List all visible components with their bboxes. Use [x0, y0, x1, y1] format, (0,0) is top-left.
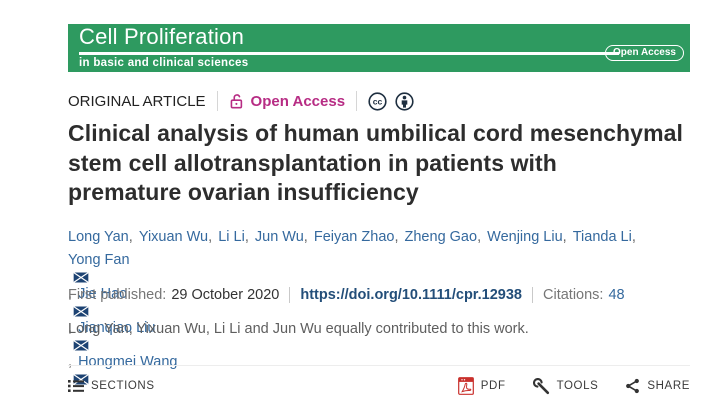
author-separator: ,	[631, 229, 636, 245]
author-separator: ,	[562, 229, 571, 245]
article-title-line: Clinical analysis of human umbilical cor…	[68, 120, 684, 146]
email-icon[interactable]	[73, 340, 89, 351]
pdf-button[interactable]: PDF	[457, 377, 506, 395]
banner-divider-rule	[79, 52, 619, 55]
citations-label: Citations:	[543, 287, 604, 303]
author-separator: ,	[394, 229, 403, 245]
doi-link[interactable]: https://doi.org/10.1111/cpr.12938	[300, 287, 522, 303]
license-icons: cc	[368, 91, 414, 111]
open-access-pill[interactable]: Open Access	[605, 45, 684, 61]
cc-by-attribution-icon[interactable]	[395, 91, 414, 111]
svg-text:cc: cc	[373, 96, 383, 106]
share-button[interactable]: SHARE	[625, 378, 690, 394]
article-title: Clinical analysis of human umbilical cor…	[68, 119, 688, 208]
divider	[532, 287, 533, 303]
divider	[356, 91, 358, 111]
tools-label: TOOLS	[556, 380, 599, 392]
author-link[interactable]: Li Li	[218, 229, 245, 245]
email-icon[interactable]	[73, 272, 89, 283]
author-link[interactable]: Jun Wu	[254, 229, 304, 245]
author-link[interactable]: Zheng Gao	[404, 229, 478, 245]
divider	[216, 91, 218, 111]
citations-count[interactable]: 48	[608, 287, 625, 303]
authors-list: Long Yan, Yixuan Wu, Li Li, Jun Wu, Feiy…	[68, 226, 688, 385]
author-link[interactable]: Long Yan	[68, 229, 129, 245]
toolbar-actions: PDF TOOLS SHARE	[457, 377, 690, 395]
article-toolbar: SECTIONS PDF TOOLS	[68, 365, 690, 395]
journal-subtitle: in basic and clinical sciences	[79, 57, 249, 69]
sections-button[interactable]: SECTIONS	[68, 379, 155, 393]
authors-line-1: Long Yan, Yixuan Wu, Li Li, Jun Wu, Feiy…	[68, 226, 688, 249]
open-lock-icon	[230, 94, 242, 109]
pdf-icon	[457, 377, 474, 395]
author-link[interactable]: Yixuan Wu	[138, 229, 209, 245]
author-separator: ,	[68, 354, 77, 370]
share-icon	[626, 378, 640, 394]
divider	[289, 287, 291, 303]
open-access-label[interactable]: Open Access	[250, 92, 346, 110]
author-link[interactable]: Tianda Li	[572, 229, 632, 245]
journal-banner: Cell Proliferation in basic and clinical…	[68, 24, 690, 72]
author-separator: ,	[128, 229, 137, 245]
author-separator: ,	[477, 229, 486, 245]
author-link[interactable]: Jianqiao Liu	[78, 320, 156, 336]
author-separator: ,	[208, 229, 217, 245]
author-separator: ,	[68, 320, 77, 336]
pdf-label: PDF	[480, 380, 506, 392]
author-link[interactable]: Feiyan Zhao	[313, 229, 395, 245]
author-separator: ,	[303, 229, 312, 245]
author-separator: ,	[68, 286, 77, 302]
article-title-line: stem cell allotransplantation in patient…	[68, 149, 557, 176]
open-access-group: Open Access	[229, 92, 346, 110]
tools-button[interactable]: TOOLS	[532, 377, 599, 395]
author-link[interactable]: Yong Fan	[68, 252, 130, 268]
share-label: SHARE	[647, 380, 690, 392]
author-link[interactable]: Wenjing Liu	[487, 229, 563, 245]
publication-info-row: First published: 29 October 2020 https:/…	[68, 287, 625, 303]
creative-commons-icon[interactable]: cc	[368, 91, 387, 111]
sections-label: SECTIONS	[91, 380, 155, 392]
journal-title: Cell Proliferation	[79, 24, 245, 49]
article-title-line: premature ovarian insufficiency	[68, 179, 419, 205]
author-link[interactable]: Jie Hao	[78, 286, 128, 302]
author-separator: ,	[244, 229, 253, 245]
first-published-date: 29 October 2020	[171, 287, 280, 303]
first-published-label: First published:	[68, 287, 167, 303]
contribution-note: Long Yan, Yixuan Wu, Li Li and Jun Wu eq…	[68, 321, 529, 337]
author-link[interactable]: Hongmei Wang	[78, 354, 178, 370]
article-meta-row: ORIGINAL ARTICLE Open Access cc	[68, 91, 414, 111]
sections-list-icon	[68, 380, 84, 392]
article-type-label: ORIGINAL ARTICLE	[68, 92, 206, 110]
email-icon[interactable]	[73, 306, 89, 317]
authors-line-2: Yong Fan , Jie Hao , Jianqiao Liu , Hong…	[68, 249, 688, 385]
wrench-icon	[532, 377, 549, 394]
